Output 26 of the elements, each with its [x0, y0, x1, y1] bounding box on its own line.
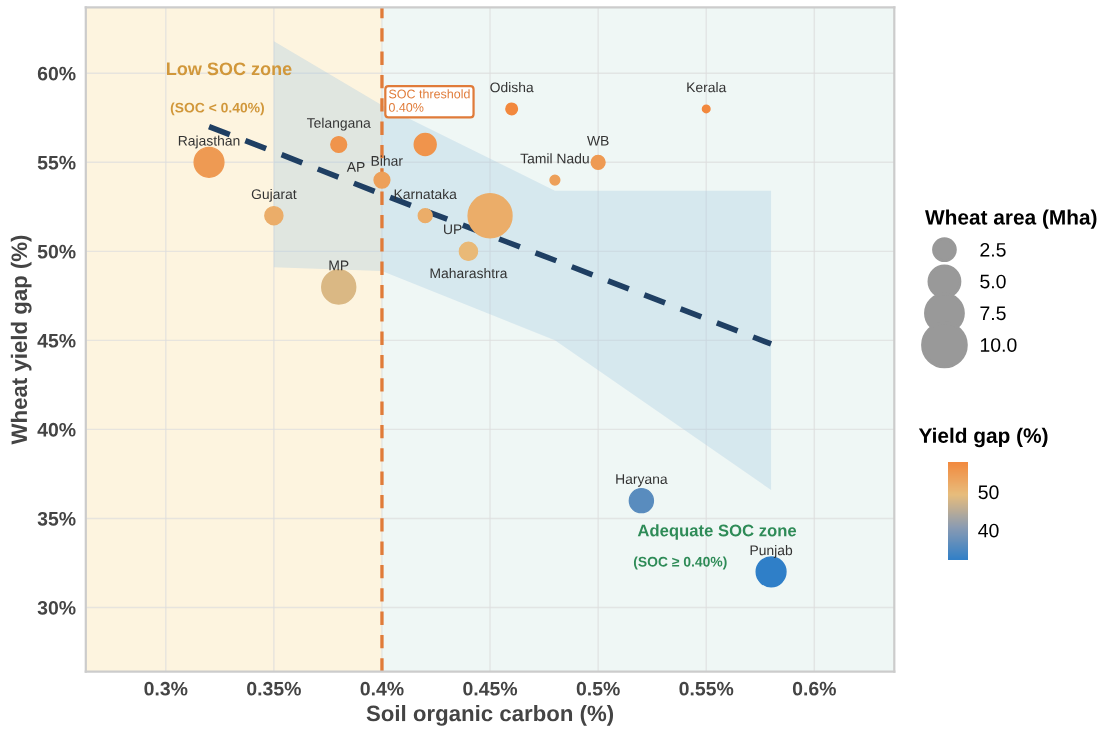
x-axis-title: Soil organic carbon (%) [366, 704, 614, 726]
y-tick-label: 55% [37, 155, 76, 170]
y-tick-label: 35% [37, 511, 76, 526]
color-bar-label: 50 [978, 485, 999, 500]
legend-label: 7.5 [980, 306, 1006, 321]
x-tick-label: 0.35% [247, 681, 301, 696]
y-tick-label: 50% [37, 244, 76, 259]
y-tick-label: 45% [37, 333, 76, 348]
color-bar-label: 40 [978, 523, 999, 538]
y-tick-label: 30% [37, 600, 76, 615]
x-tick-label: 0.45% [463, 681, 518, 696]
band-label: Adequate SOC zone [637, 524, 797, 540]
legend-title: Wheat area (Mha) [925, 209, 1097, 229]
x-tick-label: 0.4% [360, 681, 404, 696]
y-tick-label: 40% [37, 422, 76, 437]
y-axis-title: Wheat yield gap (%) [10, 235, 32, 445]
legend-label: 5.0 [980, 274, 1006, 289]
x-tick-label: 0.3% [144, 681, 188, 696]
legend-label: 10.0 [980, 338, 1017, 352]
x-tick-label: 0.5% [576, 681, 620, 696]
legend-label: 2.5 [980, 242, 1006, 257]
y-tick-label: 60% [37, 66, 76, 81]
x-tick-label: 0.6% [792, 681, 836, 696]
color-bar-title: Yield gap (%) [918, 427, 1048, 448]
x-tick-label: 0.55% [679, 681, 734, 696]
band-label: Low SOC zone [166, 62, 292, 76]
